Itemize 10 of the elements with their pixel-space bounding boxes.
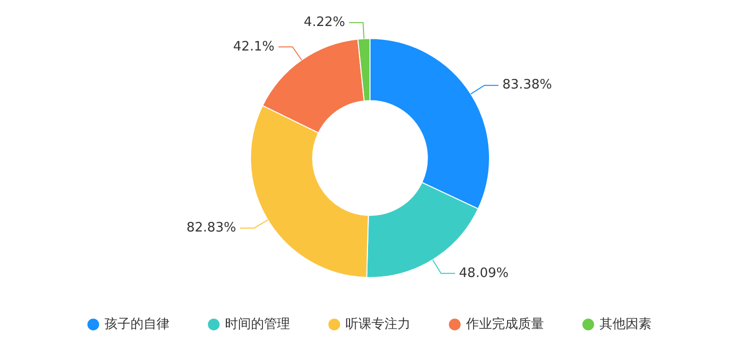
data-label: 83.38%: [502, 78, 552, 93]
legend-label: 时间的管理: [224, 316, 290, 332]
legend-label: 听课专注力: [345, 316, 410, 332]
data-label: 4.22%: [304, 15, 346, 30]
legend-label: 作业完成质量: [464, 316, 544, 332]
data-label: 82.83%: [186, 220, 236, 236]
data-label: 48.09%: [459, 266, 509, 281]
legend-label: 孩子的自律: [104, 316, 170, 332]
data-label: 42.1%: [233, 39, 274, 54]
legend-label: 其他因素: [599, 316, 652, 332]
